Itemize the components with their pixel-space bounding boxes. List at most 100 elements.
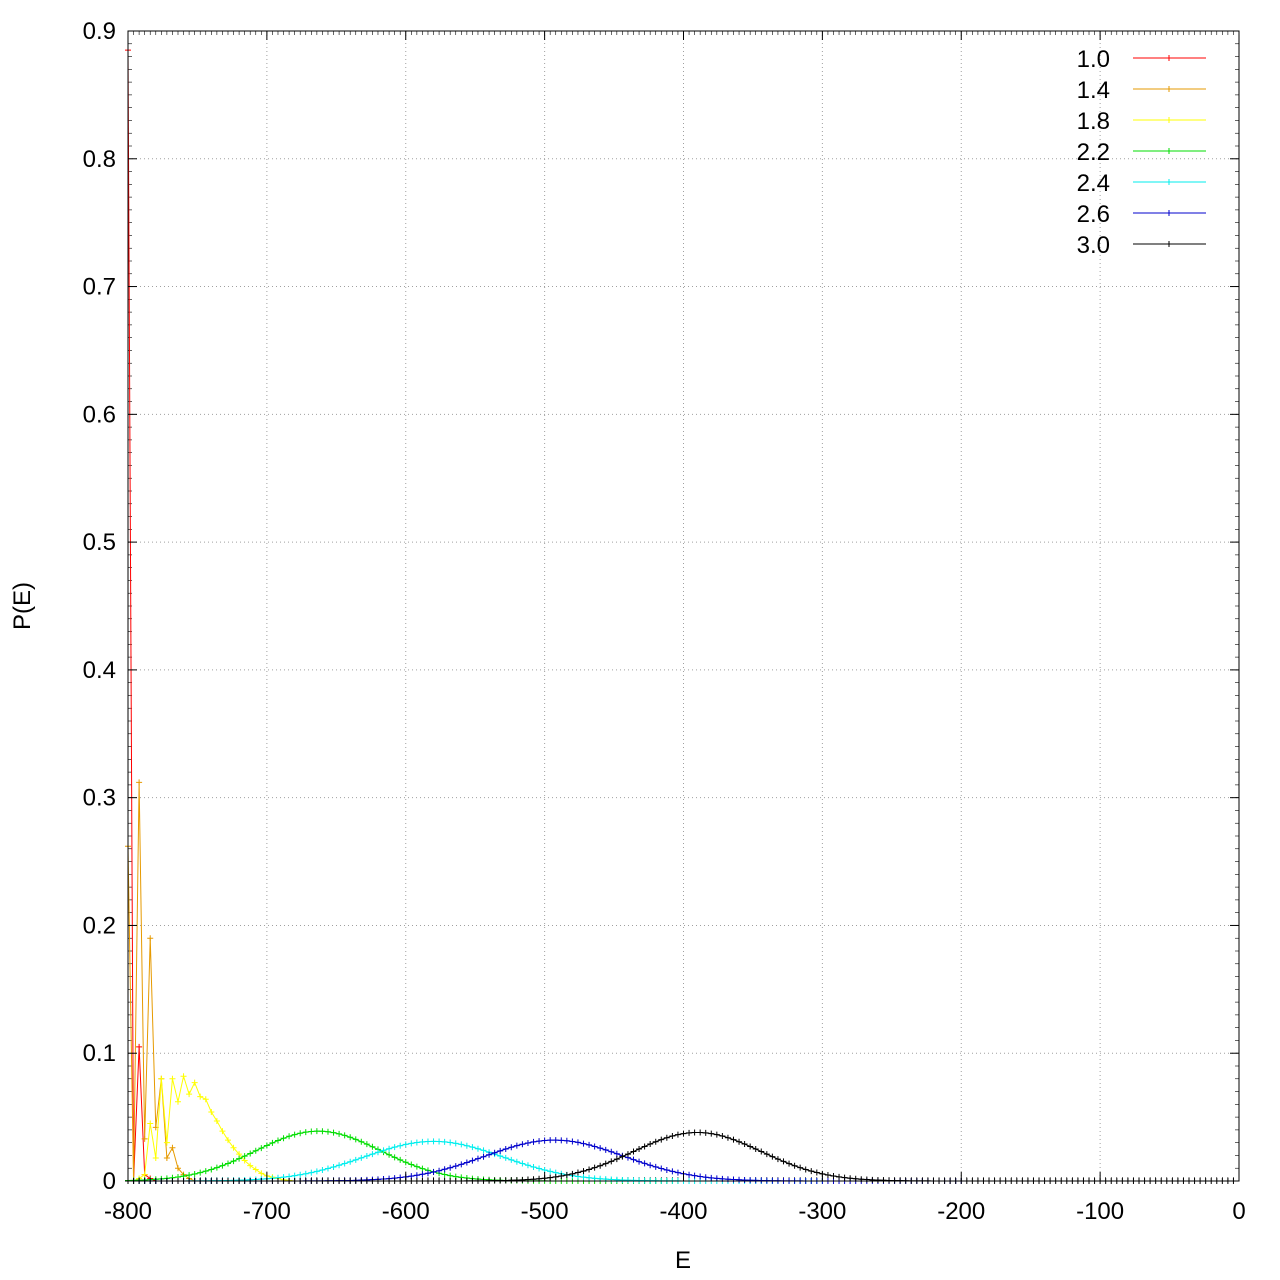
data-point xyxy=(424,1138,431,1145)
data-point xyxy=(841,1174,848,1181)
data-point xyxy=(697,1129,704,1136)
data-point xyxy=(880,1177,887,1184)
data-point xyxy=(330,1129,337,1136)
data-point xyxy=(336,1162,343,1169)
data-point xyxy=(447,1139,454,1146)
data-point xyxy=(513,1142,520,1149)
series-area xyxy=(125,47,1237,1184)
data-point xyxy=(369,1151,376,1158)
x-tick-label: 0 xyxy=(1232,1198,1245,1225)
data-point xyxy=(413,1163,420,1170)
data-point xyxy=(224,1160,231,1167)
data-point xyxy=(541,1137,548,1144)
data-point xyxy=(630,1177,637,1184)
data-point xyxy=(480,1147,487,1154)
data-point xyxy=(313,1168,320,1175)
data-point xyxy=(297,1130,304,1137)
data-point xyxy=(597,1162,604,1169)
y-tick-label: 0.7 xyxy=(83,274,116,301)
data-point xyxy=(241,1153,248,1160)
data-point xyxy=(202,1096,209,1103)
data-point xyxy=(269,1139,276,1146)
data-point xyxy=(319,1166,326,1173)
series-1.0 xyxy=(125,47,170,1184)
data-point xyxy=(608,1176,615,1183)
data-point xyxy=(736,1138,743,1145)
data-point xyxy=(508,1156,515,1163)
data-point xyxy=(430,1138,437,1145)
data-point xyxy=(174,1098,181,1105)
data-point xyxy=(647,1141,654,1148)
legend-marker xyxy=(1166,55,1172,61)
data-point xyxy=(636,1158,643,1165)
grid xyxy=(128,31,1239,1181)
data-point xyxy=(569,1170,576,1177)
data-point xyxy=(469,1144,476,1151)
data-point xyxy=(224,1137,231,1144)
data-point xyxy=(352,1136,359,1143)
data-point xyxy=(341,1160,348,1167)
data-point xyxy=(519,1141,526,1148)
data-point xyxy=(169,1075,176,1082)
data-point xyxy=(791,1162,798,1169)
data-point xyxy=(513,1158,520,1165)
data-point xyxy=(147,1120,154,1127)
data-point xyxy=(713,1175,720,1182)
series-line xyxy=(127,782,201,1182)
y-tick-label: 0.2 xyxy=(83,912,116,939)
legend-label: 2.2 xyxy=(1077,139,1110,166)
data-point xyxy=(419,1138,426,1145)
data-point xyxy=(458,1141,465,1148)
data-point xyxy=(524,1162,531,1169)
data-point xyxy=(658,1136,665,1143)
data-point xyxy=(291,1131,298,1138)
data-point xyxy=(602,1146,609,1153)
legend-label: 1.8 xyxy=(1077,108,1110,135)
data-point xyxy=(674,1131,681,1138)
legend-marker xyxy=(1166,117,1172,123)
data-point xyxy=(536,1138,543,1145)
data-point xyxy=(191,1170,198,1177)
data-point xyxy=(208,1109,215,1115)
data-point xyxy=(824,1171,831,1178)
data-point xyxy=(719,1133,726,1140)
data-point xyxy=(336,1130,343,1137)
y-axis-title: P(E) xyxy=(9,582,36,630)
data-point xyxy=(630,1148,637,1155)
data-point xyxy=(402,1159,409,1166)
data-point xyxy=(608,1148,615,1155)
data-point xyxy=(786,1160,793,1167)
data-point xyxy=(341,1132,348,1139)
data-point xyxy=(408,1140,415,1147)
data-point xyxy=(502,1154,509,1161)
data-point xyxy=(652,1138,659,1145)
data-point xyxy=(547,1168,554,1175)
data-point xyxy=(519,1160,526,1167)
data-point xyxy=(530,1163,537,1170)
data-point xyxy=(147,935,154,942)
data-point xyxy=(519,1176,526,1183)
data-point xyxy=(163,1139,170,1146)
data-point xyxy=(686,1171,693,1178)
data-point xyxy=(636,1146,643,1152)
data-point xyxy=(830,1172,837,1179)
data-point xyxy=(752,1177,759,1184)
y-tick-label: 0.9 xyxy=(83,18,116,45)
data-point xyxy=(174,1165,181,1172)
data-point xyxy=(697,1173,704,1180)
data-point xyxy=(297,1171,304,1178)
data-point xyxy=(674,1169,681,1176)
x-tick-label: -700 xyxy=(243,1198,291,1225)
legend-label: 2.6 xyxy=(1077,201,1110,228)
data-point xyxy=(441,1166,448,1173)
data-point xyxy=(263,1142,270,1149)
data-point xyxy=(708,1130,715,1137)
x-tick-label: -100 xyxy=(1076,1198,1124,1225)
y-tick-label: 0.1 xyxy=(83,1040,116,1067)
data-point xyxy=(180,1073,187,1080)
data-point xyxy=(741,1141,748,1148)
data-point xyxy=(397,1142,404,1149)
series-line xyxy=(128,1074,295,1182)
data-point xyxy=(691,1129,698,1136)
data-point xyxy=(702,1129,709,1136)
